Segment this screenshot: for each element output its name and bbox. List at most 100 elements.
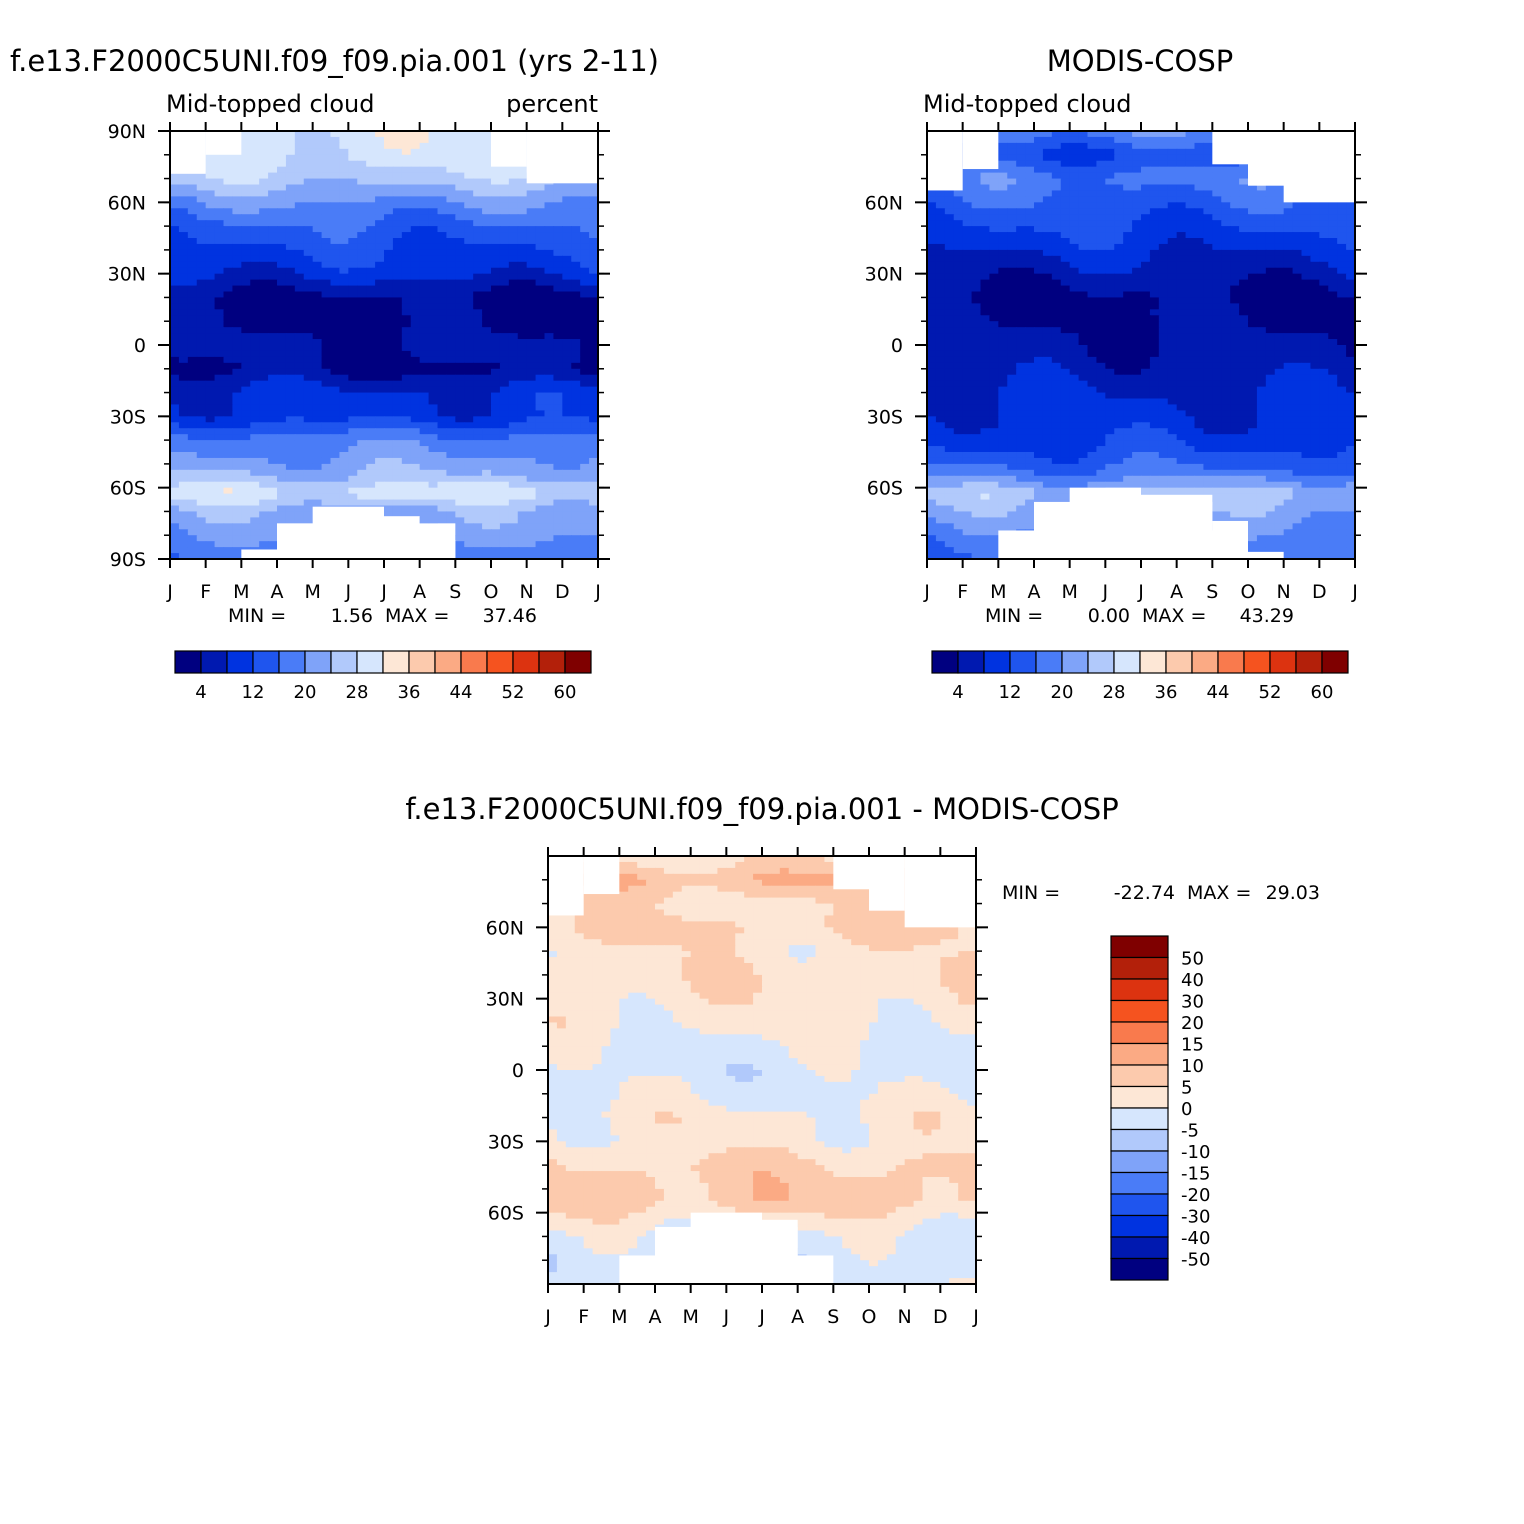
field-cell bbox=[1087, 208, 1098, 215]
field-cell bbox=[170, 422, 180, 429]
field-cell bbox=[214, 481, 225, 489]
field-cell bbox=[375, 416, 385, 423]
field-cell bbox=[491, 452, 501, 459]
field-cell bbox=[375, 321, 385, 328]
field-cell bbox=[1310, 249, 1320, 257]
field-cell bbox=[223, 374, 234, 382]
field-cell bbox=[250, 208, 260, 215]
field-cell bbox=[241, 285, 251, 293]
field-cell bbox=[1016, 202, 1026, 209]
field-cell bbox=[962, 220, 973, 227]
field-cell bbox=[410, 499, 421, 507]
field-cell bbox=[392, 374, 403, 382]
field-cell bbox=[553, 243, 563, 251]
field-cell bbox=[1132, 249, 1142, 257]
field-cell bbox=[392, 452, 403, 459]
field-cell bbox=[508, 457, 519, 465]
field-cell bbox=[1069, 261, 1080, 269]
field-cell bbox=[170, 267, 180, 275]
field-cell bbox=[401, 303, 412, 310]
field-cell bbox=[971, 267, 982, 275]
field-cell bbox=[250, 475, 260, 483]
field-cell bbox=[375, 297, 385, 304]
field-cell bbox=[1123, 184, 1133, 192]
field-cell bbox=[285, 148, 296, 156]
field-cell bbox=[410, 374, 421, 382]
field-cell bbox=[553, 368, 563, 376]
field-cell bbox=[250, 297, 260, 304]
field-cell bbox=[303, 267, 314, 275]
field-cell bbox=[241, 350, 251, 358]
field-cell bbox=[571, 208, 581, 215]
field-cell bbox=[517, 398, 528, 406]
field-cell bbox=[499, 321, 510, 328]
field-cell bbox=[259, 368, 269, 376]
field-cell bbox=[1274, 249, 1285, 257]
field-cell bbox=[294, 220, 305, 227]
field-cell bbox=[1105, 184, 1115, 192]
field-cell bbox=[170, 529, 180, 536]
field-cell bbox=[1212, 291, 1222, 299]
field-cell bbox=[517, 529, 528, 536]
field-cell bbox=[401, 184, 412, 192]
field-cell bbox=[580, 481, 590, 489]
field-cell bbox=[187, 238, 198, 245]
field-cell bbox=[330, 428, 341, 435]
field-cell bbox=[571, 285, 581, 293]
field-cell bbox=[1025, 226, 1035, 233]
field-cell bbox=[1194, 208, 1205, 215]
field-cell bbox=[232, 172, 242, 180]
field-cell bbox=[1087, 148, 1098, 156]
field-cell bbox=[268, 386, 278, 394]
field-cell bbox=[401, 315, 412, 322]
field-cell bbox=[1114, 297, 1124, 304]
field-cell bbox=[357, 481, 367, 489]
field-cell bbox=[384, 505, 394, 513]
field-cell bbox=[259, 380, 269, 388]
field-cell bbox=[232, 160, 242, 168]
field-cell bbox=[1301, 267, 1312, 275]
field-cell bbox=[187, 315, 198, 322]
field-cell bbox=[178, 469, 189, 477]
field-cell bbox=[375, 481, 385, 489]
field-cell bbox=[294, 208, 305, 215]
field-cell bbox=[196, 553, 207, 560]
field-cell bbox=[330, 416, 341, 423]
field-cell bbox=[571, 350, 581, 358]
field-cell bbox=[562, 243, 572, 251]
field-cell bbox=[312, 214, 323, 221]
field-cell bbox=[562, 273, 572, 281]
field-cell bbox=[214, 547, 225, 554]
field-cell bbox=[1051, 243, 1062, 251]
field-cell bbox=[339, 428, 349, 435]
field-cell bbox=[571, 493, 581, 501]
field-cell bbox=[1069, 249, 1080, 257]
field-cell bbox=[437, 422, 448, 429]
field-cell bbox=[437, 220, 448, 227]
field-cell bbox=[312, 309, 323, 316]
field-cell bbox=[1051, 184, 1062, 192]
field-cell bbox=[535, 386, 546, 394]
field-cell bbox=[962, 249, 973, 257]
field-cell bbox=[1060, 208, 1071, 215]
field-cell bbox=[464, 142, 474, 150]
field-cell bbox=[232, 356, 242, 364]
missing-data-region bbox=[170, 131, 206, 174]
field-cell bbox=[241, 422, 251, 429]
field-cell bbox=[321, 273, 332, 281]
field-cell bbox=[1346, 297, 1356, 304]
field-cell bbox=[1069, 285, 1080, 293]
field-cell bbox=[437, 321, 448, 328]
field-cell bbox=[1194, 196, 1205, 203]
field-cell bbox=[526, 481, 537, 489]
field-cell bbox=[294, 398, 305, 406]
field-cell bbox=[303, 404, 314, 411]
field-cell bbox=[277, 374, 287, 382]
field-cell bbox=[170, 184, 180, 192]
field-cell bbox=[196, 214, 207, 221]
field-cell bbox=[1096, 243, 1106, 251]
field-cell bbox=[1221, 214, 1231, 221]
field-cell bbox=[927, 273, 937, 281]
field-cell bbox=[428, 345, 439, 352]
field-cell bbox=[339, 469, 349, 477]
